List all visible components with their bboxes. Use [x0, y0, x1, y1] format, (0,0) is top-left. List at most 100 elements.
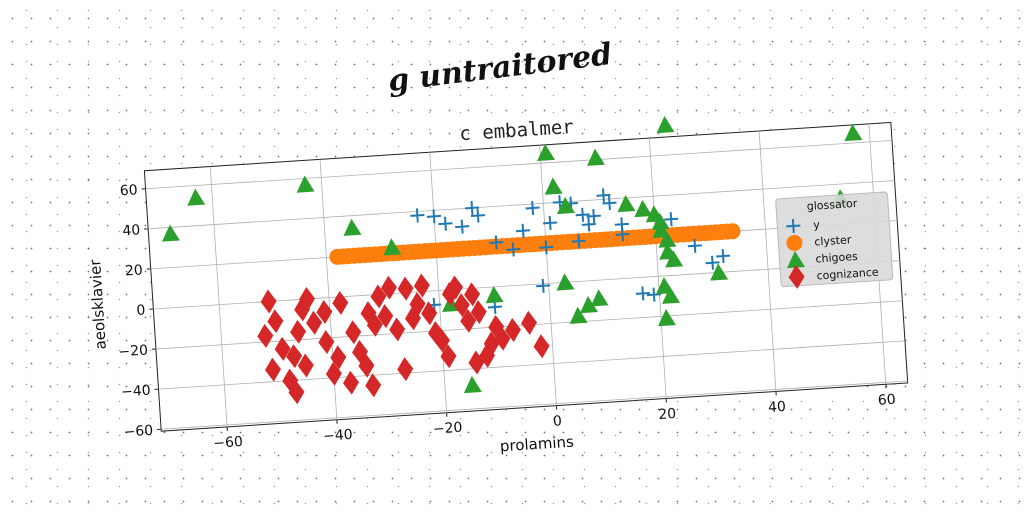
data-point-chigoes [463, 375, 482, 394]
y-tick-label: 20 [125, 262, 144, 279]
data-points [162, 116, 863, 405]
y-tick-label: 0 [136, 303, 146, 320]
data-point-chigoes [569, 306, 588, 324]
data-point-cognizance [299, 287, 316, 312]
data-point-chigoes [187, 188, 206, 206]
x-tick-label: 0 [552, 413, 562, 430]
data-point-chigoes [296, 175, 315, 193]
data-point-y [716, 248, 731, 264]
data-point-cognizance [421, 301, 438, 326]
y-tick-label: −20 [118, 343, 149, 361]
data-point-cognizance [345, 320, 362, 345]
data-point-y [516, 223, 531, 238]
data-point-chigoes [665, 250, 684, 268]
data-point-cognizance [286, 344, 303, 369]
x-grid-line [209, 166, 228, 427]
series-chigoes [162, 116, 863, 394]
data-point-y [615, 227, 630, 242]
data-point-chigoes [658, 309, 676, 327]
data-point-chigoes [634, 199, 653, 218]
data-point-cognizance [397, 357, 414, 382]
data-point-y [581, 217, 596, 232]
data-point-chigoes [557, 196, 576, 215]
data-point-cognizance [267, 309, 284, 334]
legend-marker-clyster [786, 234, 803, 251]
data-point-chigoes [590, 289, 609, 307]
y-tick-label: 60 [119, 182, 138, 199]
data-point-y [687, 238, 702, 253]
legend-marker-y [786, 218, 801, 234]
data-point-cognizance [468, 350, 485, 375]
legend-box [775, 191, 894, 288]
data-point-chigoes [544, 177, 563, 195]
data-point-cognizance [260, 289, 277, 314]
data-point-y [596, 188, 611, 203]
data-point-cognizance [370, 284, 387, 309]
data-point-chigoes [617, 194, 636, 213]
data-point-y [470, 208, 486, 223]
y-axis-label: aeolsklavier [86, 258, 110, 350]
legend-label: clyster [814, 233, 852, 248]
data-point-chigoes [658, 230, 677, 248]
data-point-cognizance [453, 293, 470, 318]
data-point-cognizance [460, 308, 477, 333]
data-point-y [455, 219, 470, 234]
data-point-y [539, 240, 554, 255]
x-grid-line [648, 138, 667, 399]
data-point-cognizance [290, 319, 307, 344]
series-y [410, 188, 731, 315]
data-point-cognizance [483, 331, 500, 356]
data-point-cognizance [332, 290, 349, 315]
data-point-cognizance [409, 291, 426, 316]
y-tick-label: −60 [123, 423, 154, 441]
x-grid-line [758, 130, 777, 392]
x-grid-line [539, 145, 557, 406]
legend-marker-chigoes [787, 250, 805, 269]
data-point-chigoes [485, 285, 504, 304]
data-point-cognizance [397, 276, 414, 301]
data-point-cognizance [257, 323, 274, 348]
legend-label: chigoes [815, 250, 858, 266]
x-tick-label: 20 [658, 406, 677, 423]
x-tick-label: −60 [213, 434, 244, 452]
data-point-cognizance [504, 318, 521, 342]
data-point-cognizance [377, 304, 394, 329]
data-point-chigoes [162, 224, 180, 242]
data-point-cognizance [405, 306, 421, 331]
data-point-cognizance [330, 345, 347, 370]
data-point-cognizance [434, 328, 450, 353]
data-point-y [602, 195, 617, 211]
y-tick-label: 40 [122, 222, 141, 239]
data-point-chigoes [383, 238, 402, 256]
data-point-y [571, 234, 586, 249]
data-point-y [705, 255, 720, 270]
data-point-y [464, 200, 480, 215]
data-point-cognizance [494, 326, 511, 351]
data-point-cognizance [389, 317, 406, 342]
x-grid-line [429, 152, 448, 413]
x-axis-label: prolamins [499, 433, 574, 456]
data-point-y [586, 209, 601, 224]
data-point-cognizance [288, 380, 305, 405]
legend-marker-cognizance [788, 264, 805, 289]
data-point-cognizance [265, 357, 281, 382]
data-point-chigoes [656, 116, 675, 134]
y-grid-line [148, 180, 895, 230]
data-point-cognizance [343, 370, 359, 395]
data-point-cognizance [441, 281, 458, 306]
data-point-chigoes [580, 295, 598, 314]
data-point-y [536, 278, 551, 293]
data-point-cognizance [325, 361, 342, 386]
data-point-y [635, 286, 650, 301]
data-point-chigoes [651, 212, 670, 231]
data-point-chigoes [556, 273, 575, 291]
x-tick-label: 60 [877, 392, 896, 409]
data-point-chigoes [587, 148, 605, 166]
data-point-y [646, 287, 662, 302]
data-point-chigoes [710, 263, 729, 281]
data-point-y [426, 209, 442, 224]
data-point-cognizance [316, 300, 333, 324]
x-tick-label: −40 [323, 427, 354, 445]
